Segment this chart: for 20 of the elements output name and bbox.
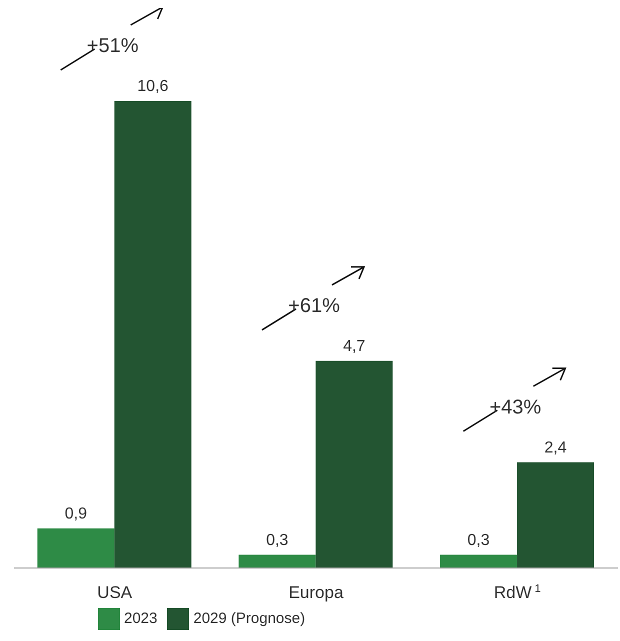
bar — [114, 101, 192, 568]
text: +51% — [86, 35, 139, 57]
x-tick-label: USA — [97, 583, 133, 602]
x-tick-label: Europa — [288, 583, 344, 602]
bar — [517, 462, 594, 568]
data-label: 10,6 — [137, 78, 169, 95]
data-label: 0,3 — [266, 532, 288, 549]
bar — [37, 528, 114, 568]
x-tick-label: RdW$^{1}$ — [494, 583, 541, 602]
data-label: 0,3 — [467, 532, 490, 549]
legend-label: 2023 — [124, 610, 158, 627]
annotation: +43% — [489, 396, 542, 418]
annotation: +61% — [288, 294, 340, 317]
data-label: 2,4 — [544, 439, 567, 456]
bar — [316, 360, 393, 568]
bar — [440, 554, 518, 568]
legend-label: 2029 (Prognose) — [193, 610, 306, 627]
data-label: 0,9 — [64, 505, 88, 522]
data-label: 4,7 — [343, 338, 366, 355]
bar — [238, 554, 316, 568]
